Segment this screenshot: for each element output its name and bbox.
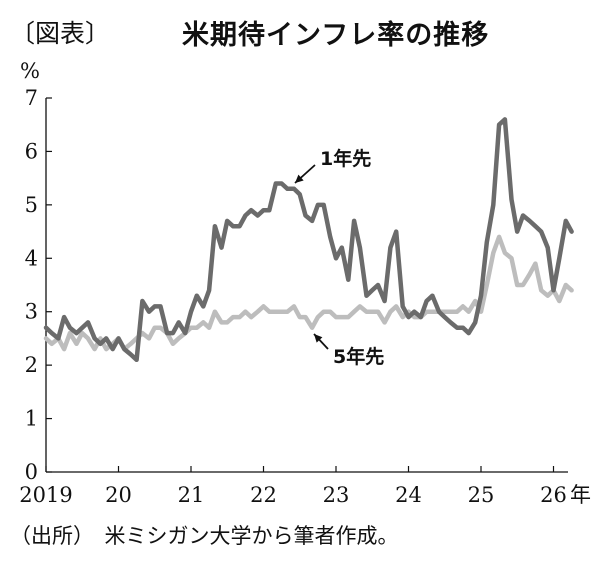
figure-label: 〔図表〕	[10, 19, 111, 48]
x-tick-label: 22	[250, 483, 277, 507]
y-tick-label: 0	[25, 460, 38, 484]
y-tick-label: 1	[25, 407, 38, 431]
series-label-1yr: 1年先	[320, 147, 371, 170]
chart-annotations: 1年先 5年先	[294, 147, 384, 368]
x-tick-label: 24	[395, 483, 422, 507]
y-tick-label: 5	[25, 193, 38, 217]
series-label-5yr: 5年先	[333, 345, 384, 368]
y-tick-label: 7	[25, 86, 38, 110]
x-tick-label: 21	[178, 483, 205, 507]
chart-title: 米期待インフレ率の推移	[182, 20, 490, 51]
source-note: （出所） 米ミシガン大学から筆者作成。	[10, 524, 399, 548]
x-tick-label: 2019	[19, 483, 72, 507]
x-tick-label: 23	[323, 483, 350, 507]
x-tick-label: 20	[105, 483, 132, 507]
x-unit-label: 年	[570, 483, 591, 507]
header: 〔図表〕 米期待インフレ率の推移	[10, 10, 590, 51]
annotation-arrow-head	[314, 334, 323, 343]
series-line	[43, 117, 574, 363]
series-line	[43, 234, 574, 352]
x-tick-label: 26	[540, 483, 567, 507]
x-tick-label: 25	[468, 483, 495, 507]
y-tick-label: 6	[25, 139, 38, 163]
y-unit-label: %	[20, 59, 40, 83]
annotation-arrow-head	[295, 174, 304, 183]
y-tick-label: 3	[25, 300, 38, 324]
y-tick-label: 4	[25, 246, 38, 270]
chart-lines	[43, 117, 574, 363]
y-tick-label: 2	[25, 353, 38, 377]
